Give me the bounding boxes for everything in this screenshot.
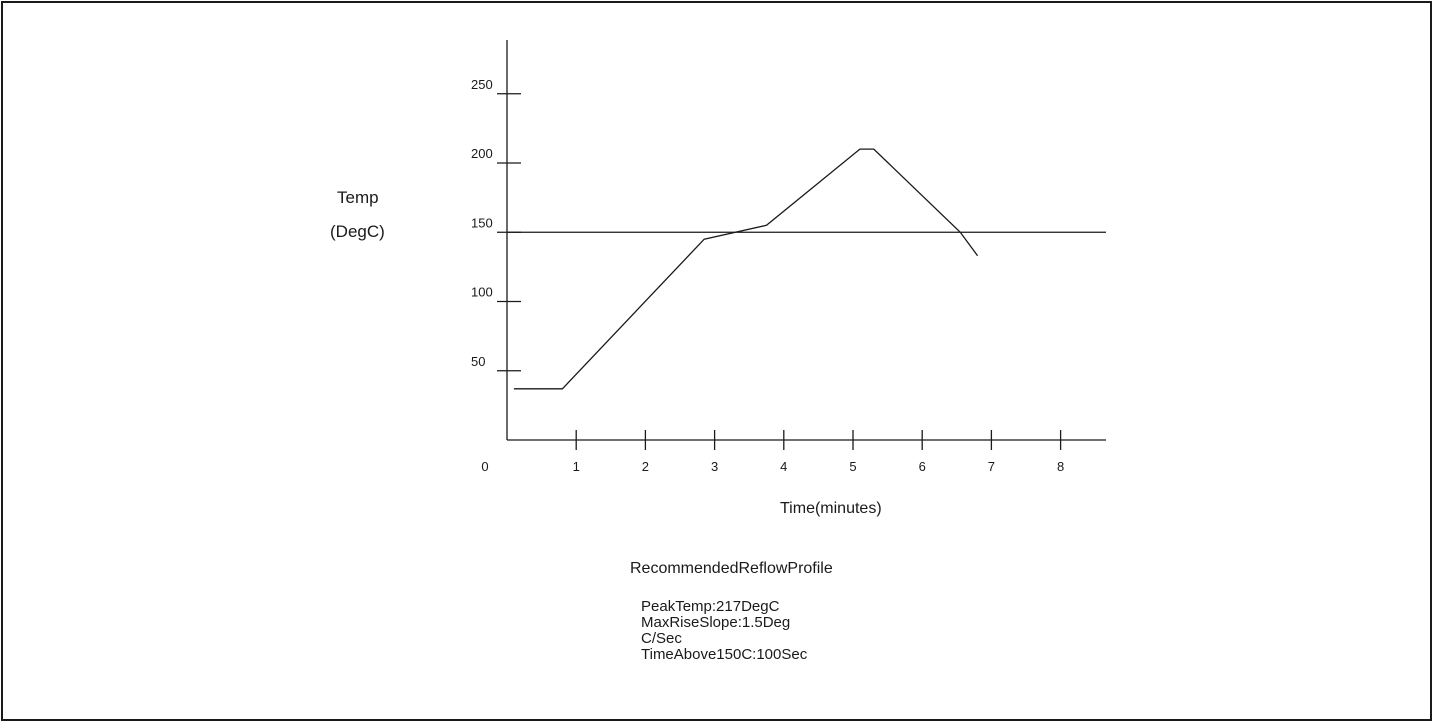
chart-axes bbox=[506, 40, 1106, 441]
x-tick-label: 8 bbox=[1057, 459, 1064, 474]
x-tick-label: 2 bbox=[642, 459, 649, 474]
series-group bbox=[513, 148, 979, 390]
note-slope-unit: C/Sec bbox=[641, 630, 682, 647]
x-tick-label: 5 bbox=[849, 459, 856, 474]
reflow-profile-line bbox=[513, 148, 979, 390]
y-tick-label: 200 bbox=[471, 146, 493, 161]
y-ticks: 50 100 150 200 250 bbox=[471, 77, 521, 372]
y-tick-label: 150 bbox=[471, 215, 493, 230]
y-tick-label: 100 bbox=[471, 285, 493, 300]
y-axis-label-line2: (DegC) bbox=[330, 222, 385, 241]
x-tick-label: 4 bbox=[780, 459, 787, 474]
y-axis-label-line1: Temp bbox=[337, 188, 379, 207]
x-ticks: 0 1 2 3 4 5 6 7 8 bbox=[481, 430, 1064, 474]
note-max-rise-slope: MaxRiseSlope:1.5Deg bbox=[641, 614, 791, 631]
note-time-above: TimeAbove150C:100Sec bbox=[641, 646, 808, 663]
profile-notes: PeakTemp:217DegC MaxRiseSlope:1.5Deg C/S… bbox=[641, 599, 807, 663]
y-tick-label: 50 bbox=[471, 354, 485, 369]
chart-caption: RecommendedReflowProfile bbox=[630, 560, 833, 577]
note-peak-temp: PeakTemp:217DegC bbox=[641, 598, 780, 615]
x-axis-label: Time(minutes) bbox=[780, 500, 882, 517]
x-tick-label: 7 bbox=[988, 459, 995, 474]
x-tick-label: 6 bbox=[919, 459, 926, 474]
y-tick-label: 250 bbox=[471, 77, 493, 92]
x-tick-label: 1 bbox=[573, 459, 580, 474]
x-tick-label: 3 bbox=[711, 459, 718, 474]
x-tick-label: 0 bbox=[481, 459, 488, 474]
